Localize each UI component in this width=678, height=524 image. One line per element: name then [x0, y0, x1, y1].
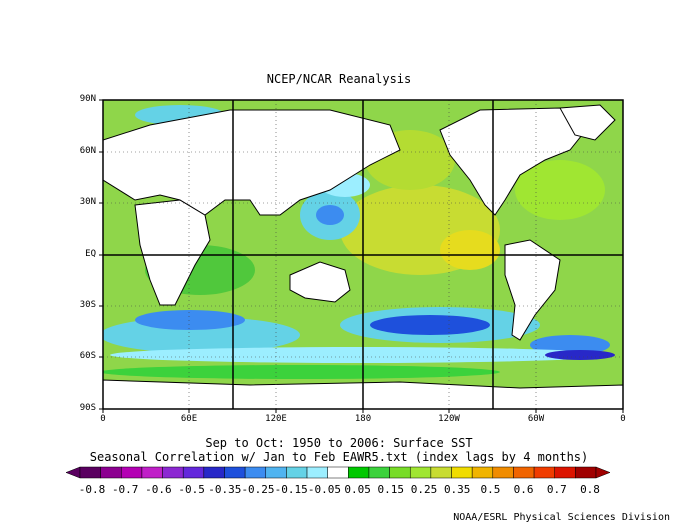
lon-label-180: 180: [354, 414, 372, 424]
solid-grid: [103, 100, 623, 409]
land-greenland: [559, 104, 616, 141]
colorbar-label: 0.15: [377, 483, 405, 496]
land-australia: [289, 261, 351, 303]
field-green-so: [103, 365, 500, 379]
colorbar-label: 0.7: [546, 483, 567, 496]
field-blue-wpac: [316, 205, 344, 225]
colorbar-label: 0.5: [480, 483, 501, 496]
lat-label-90n: 90N: [79, 94, 96, 104]
colorbar-label: 0.05: [344, 483, 371, 496]
field-blue-spac: [370, 315, 490, 335]
colorbar-label: -0.5: [178, 483, 205, 496]
lon-label-60e: 60E: [180, 414, 198, 424]
colorbar-label: -0.8: [78, 483, 106, 496]
colorbar-label: -0.15: [274, 483, 308, 496]
lat-label-30n: 30N: [79, 197, 96, 207]
land-eurasia: [103, 109, 401, 216]
plot-title: NCEP/NCAR Reanalysis: [266, 72, 412, 86]
lon-label-60w: 60W: [527, 414, 545, 424]
colorbar-label: 0.6: [513, 483, 534, 496]
lon-ticks: [102, 409, 624, 413]
colorbar-label: 0.8: [580, 483, 600, 496]
lat-label-60n: 60N: [79, 146, 96, 156]
field-cyan-so: [110, 347, 610, 363]
lon-label-0: 0: [100, 414, 106, 424]
lon-label-120e: 120E: [265, 414, 287, 424]
lat-label-60s: 60S: [79, 351, 96, 361]
colorbar-label: -0.6: [145, 483, 172, 496]
lat-label-eq: EQ: [85, 249, 96, 259]
lat-label-90s: 90S: [79, 403, 96, 413]
lon-label-120w: 120W: [438, 414, 460, 424]
subtitle-line2: Seasonal Correlation w/ Jan to Feb EAWR5…: [89, 450, 589, 464]
field-blue-so: [545, 350, 615, 360]
colorbar-label: -0.25: [241, 483, 275, 496]
colorbar-label: -0.35: [208, 483, 242, 496]
field-blue-sio: [135, 310, 245, 330]
colorbar-label: 0.25: [410, 483, 438, 496]
field-green-atl: [515, 160, 605, 220]
lat-ticks: [99, 99, 103, 410]
colorbar-label: -0.7: [111, 483, 139, 496]
colorbar-label: -0.05: [307, 483, 341, 496]
lat-label-30s: 30S: [79, 300, 96, 310]
colorbar-label: 0.35: [443, 483, 471, 496]
land-south-america: [504, 239, 561, 341]
subtitle-line1: Sep to Oct: 1950 to 2006: Surface SST: [205, 436, 473, 450]
lon-label-0-east: 0: [620, 414, 626, 424]
field-yellow-epac: [440, 230, 500, 270]
credit-text: NOAA/ESRL Physical Sciences Division: [453, 512, 670, 523]
